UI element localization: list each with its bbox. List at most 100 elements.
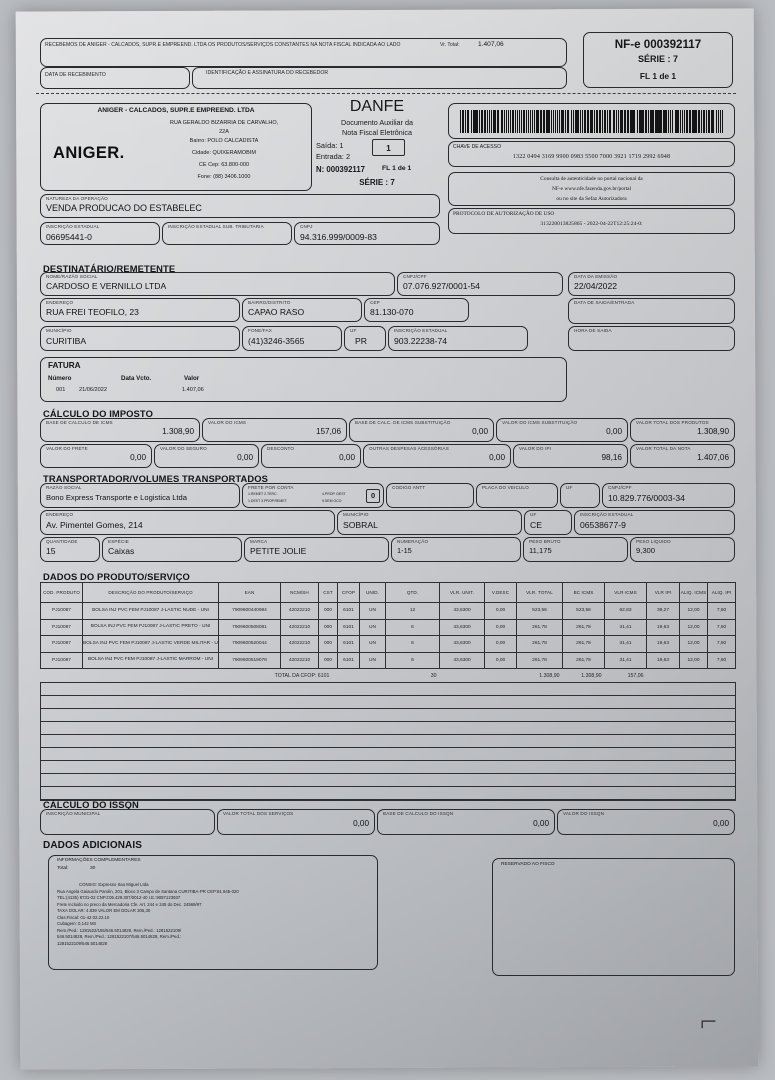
nfe-folha: FL 1 de 1 bbox=[639, 71, 677, 81]
vlr-icms-st-label: VALOR DO ICMS SUBSTITUIÇÃO bbox=[502, 420, 578, 425]
produtos-col-header: UNID. bbox=[359, 582, 386, 603]
produtos-cell-ean: 7909600440984 bbox=[218, 602, 281, 620]
receipt-text-box bbox=[40, 38, 567, 67]
issqn-im-label: INSCRIÇÃO MUNICIPAL bbox=[46, 811, 101, 816]
nfe-number: NF-e 000392117 bbox=[614, 38, 702, 51]
issqn-vlr-box bbox=[557, 809, 735, 835]
dest-fone-label: FONE/FAX bbox=[248, 328, 272, 333]
dest-bairro-label: BAIRRO/DISTRITO bbox=[248, 300, 291, 305]
dest-cnpj-box bbox=[397, 272, 563, 296]
data-emissao-box bbox=[568, 272, 735, 296]
info-line: Cubagem: 0,142 M3 bbox=[57, 921, 96, 927]
transp-razao-box bbox=[40, 483, 240, 508]
table-row[interactable]: PJ10087 BOLSA INJ PVC FEM PJ10087 J-LASTI… bbox=[40, 618, 736, 636]
produtos-cell-ncm: 42022210 bbox=[280, 618, 319, 636]
receipt-date-box[interactable] bbox=[40, 67, 190, 89]
consulta-box bbox=[448, 172, 735, 206]
dest-cnpj-value: 07.076.927/0001-54 bbox=[403, 281, 480, 291]
produtos-total-cell: 1.308,90 bbox=[581, 672, 602, 679]
issqn-servicos-box bbox=[217, 809, 375, 835]
produtos-total-cell bbox=[41, 669, 219, 683]
chave-acesso-label: CHAVE DE ACESSO bbox=[453, 144, 502, 150]
volumes-especie-label: ESPÉCIE bbox=[108, 539, 129, 544]
danfe-entrada: Entrada: 2 bbox=[316, 152, 351, 161]
produtos-cell-aliq_ipi: 7,50 bbox=[707, 618, 736, 636]
produtos-table-bottom bbox=[40, 799, 736, 801]
produtos-blank-cell bbox=[40, 682, 736, 696]
seguro-label: VALOR DO SEGURO bbox=[160, 446, 207, 451]
dest-uf-label: UF bbox=[350, 328, 357, 333]
frete-conta-box bbox=[242, 483, 384, 508]
issqn-vlr-value: 0,00 bbox=[713, 819, 729, 828]
reservado-fisco-box bbox=[492, 858, 735, 976]
volumes-numeracao-label: NUMERAÇÃO bbox=[397, 539, 429, 544]
dest-cep-label: CEP bbox=[370, 300, 380, 305]
transp-cnpj-value: 10.829.776/0003-34 bbox=[608, 493, 685, 503]
transp-uf2-box bbox=[524, 510, 572, 535]
produtos-cell-aliq_ipi: 7,50 bbox=[707, 635, 736, 653]
info-complementares-box bbox=[48, 855, 378, 970]
dest-nome-label: NOME/RAZÃO SOCIAL bbox=[46, 274, 98, 279]
volumes-marca-value: PETITE JOLIE bbox=[250, 546, 307, 556]
receipt-text: RECEBEMOS DE ANIGER - CALCADOS, SUPR.E E… bbox=[45, 42, 401, 48]
table-row[interactable]: PJ10087 BOLSA INJ PVC FEM PJ10087 J-LASTI… bbox=[40, 635, 736, 653]
fatura-title: FATURA bbox=[48, 361, 81, 370]
antt-box bbox=[386, 483, 474, 508]
produtos-cell-cod: PJ10087 bbox=[40, 618, 83, 636]
data-emissao-label: DATA DA EMISSÃO bbox=[574, 274, 618, 279]
produtos-cell-bc_icms: 261,78 bbox=[562, 635, 605, 653]
produtos-col-header: VLR. UNIT. bbox=[439, 582, 485, 603]
info-line: TEL:(4135) 8731-02 CNPJ:05.429.307/0012-… bbox=[57, 895, 181, 901]
emitente-box bbox=[40, 103, 312, 191]
produtos-cell-cod: PJ10087 bbox=[40, 635, 83, 653]
vlr-icms-st-box bbox=[496, 418, 628, 442]
outras-despesas-label: OUTRAS DESPESAS ACESSÓRIAS bbox=[369, 446, 449, 451]
info-complementares-label: INFORMAÇÕES COMPLEMENTARES bbox=[57, 858, 141, 863]
dest-nome-value: CARDOSO E VERNILLO LTDA bbox=[46, 281, 167, 291]
issqn-servicos-label: VALOR TOTAL DOS SERVIÇOS bbox=[223, 811, 294, 816]
bc-icms-st-box bbox=[349, 418, 494, 442]
frete-value: 0 bbox=[370, 491, 376, 500]
produtos-cell-cfop: 6101 bbox=[337, 651, 360, 669]
produtos-total-row: TOTAL DA CFOP: 6101 30 1.308,90 1.308,90 157… bbox=[41, 669, 736, 683]
transp-cnpj-box bbox=[602, 483, 735, 508]
issqn-bc-label: BASE DE CALCULO DO ISSQN bbox=[383, 811, 454, 816]
danfe-tipo-box bbox=[372, 139, 405, 156]
peso-liquido-box bbox=[630, 537, 735, 562]
bc-icms-box bbox=[40, 418, 200, 442]
produtos-cell-vlr_ipi: 19,63 bbox=[646, 618, 680, 636]
produtos-col-header: EAN bbox=[218, 582, 281, 603]
transp-endereco-value: Av. Pimentel Gomes, 214 bbox=[46, 520, 143, 530]
adicionais-section-title: DADOS ADICIONAIS bbox=[43, 840, 143, 851]
produtos-blank-row bbox=[40, 747, 736, 761]
transp-ie-box bbox=[574, 510, 735, 535]
transp-municipio-value: SOBRAL bbox=[343, 520, 378, 530]
peso-liquido-label: PESO LIQUIDO bbox=[636, 539, 671, 544]
produtos-blank-row bbox=[40, 721, 736, 735]
produtos-cell-unid: UN bbox=[359, 651, 386, 669]
data-emissao-value: 22/04/2022 bbox=[574, 281, 618, 291]
ie-label: INSCRIÇÃO ESTADUAL bbox=[46, 224, 100, 229]
table-row[interactable]: PJ10087 BOLSA INJ PVC FEM PJ10087 J-LASTI… bbox=[40, 651, 736, 669]
produtos-cell-qtd: 12 bbox=[385, 602, 440, 620]
table-row[interactable]: PJ10087 BOLSA INJ PVC FEM PJ10087 J-LASTI… bbox=[40, 602, 736, 620]
destinatario-section-title: DESTINATÁRIO/REMETENTE bbox=[43, 263, 176, 274]
dest-municipio-label: MUNICÍPIO bbox=[46, 328, 72, 333]
desconto-value: 0,00 bbox=[339, 453, 355, 462]
produtos-cell-vdesc: 0,00 bbox=[484, 618, 517, 636]
produtos-cell-ean: 7909600520044 bbox=[218, 635, 281, 653]
volumes-qtd-label: QUANTIDADE bbox=[46, 539, 78, 544]
produtos-cell-qtd: 6 bbox=[385, 651, 440, 669]
produtos-total-cell: TOTAL DA CFOP: 6101 bbox=[274, 672, 330, 679]
produtos-col-header: VLR ICMS bbox=[604, 582, 647, 603]
emitente-endereco: RUA GERALDO BIZARRIA DE CARVALHO, bbox=[169, 120, 279, 126]
produtos-cell-cst: 000 bbox=[318, 651, 338, 669]
natureza-box bbox=[40, 194, 440, 218]
produtos-cell-qtd: 6 bbox=[385, 635, 440, 653]
receipt-signature-box[interactable] bbox=[192, 67, 567, 89]
fatura-data: 21/06/2022 bbox=[79, 387, 107, 393]
volumes-marca-label: MARCA bbox=[250, 539, 268, 544]
transp-municipio-box bbox=[337, 510, 522, 535]
produtos-cell-cfop: 6101 bbox=[337, 618, 360, 636]
frete-opt-3: 4.PROP. DEST bbox=[322, 492, 346, 496]
